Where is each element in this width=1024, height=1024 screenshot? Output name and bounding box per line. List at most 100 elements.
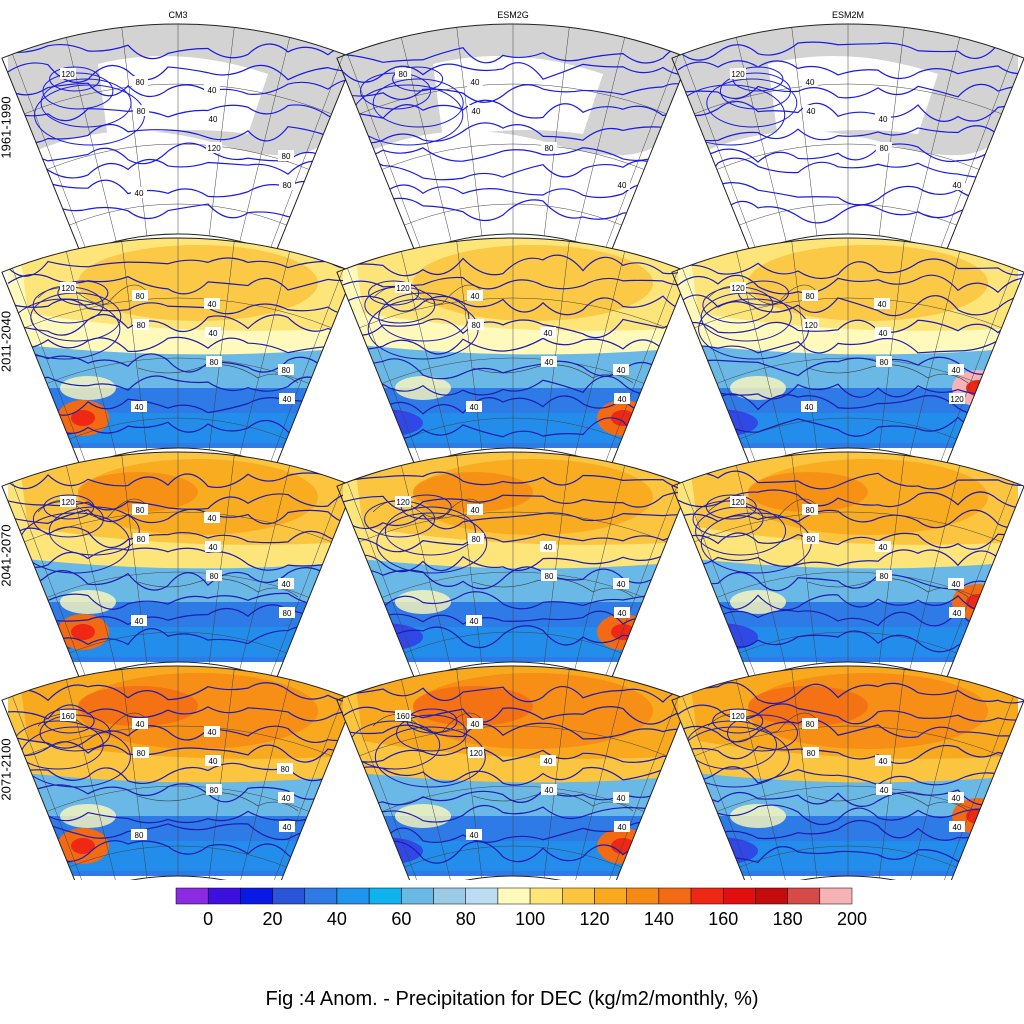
contour-label-text: 40 [471, 506, 480, 515]
graticule-meridian [121, 27, 148, 236]
map-panel-esm2m-1961-1990: 120 40 80 40 40 40 [671, 23, 1024, 254]
colorbar-swatch [336, 887, 370, 905]
graticule-meridian [574, 251, 625, 456]
contour-line [342, 122, 690, 144]
graticule-meridian [239, 37, 290, 242]
contour-label: 120 [60, 68, 76, 79]
contour-label-box [802, 76, 818, 87]
colorbar-swatch [368, 887, 402, 905]
contour-line [7, 336, 355, 354]
contour-line [43, 708, 95, 734]
contour-label-box [468, 533, 484, 544]
contour-label-text: 160 [396, 712, 410, 721]
contour-label-text: 40 [618, 823, 627, 832]
graticule-meridian [878, 241, 905, 450]
contour-label: 40 [279, 821, 295, 832]
contour-label-text: 80 [282, 152, 291, 161]
contour-label-box [803, 105, 819, 116]
contour-label-box [541, 142, 557, 153]
contour-label: 120 [468, 747, 484, 758]
graticule-meridian [208, 241, 235, 450]
contour-label-text: 40 [282, 794, 291, 803]
graticule-meridian [574, 465, 625, 670]
contour-label: 160 [395, 710, 411, 721]
contour-label-text: 40 [209, 543, 218, 552]
map-panel-cm3-2041-2070: 120 80 80 80 80 40 40 40 40 [1, 451, 355, 682]
graticule-meridian [909, 251, 960, 456]
contour-label-box [949, 179, 965, 190]
graticule-meridian [121, 241, 148, 450]
map-panel-cm3-2011-2040: 120 80 80 40 80 40 80 40 40 [1, 237, 355, 468]
colorbar-swatch [658, 887, 692, 905]
contour-label: 40 [874, 298, 890, 309]
graticule-parallel [739, 845, 957, 868]
map-panel-esm2g-2071-2100: 160 120 40 40 40 40 40 40 [336, 665, 690, 880]
contour-line [372, 78, 464, 128]
graticule-meridian [791, 27, 818, 236]
contour-label-text: 40 [544, 757, 553, 766]
contour-label-text: 40 [618, 181, 627, 190]
contour-label: 80 [278, 364, 294, 375]
graticule-meridian [939, 268, 1014, 465]
contour-line [726, 714, 798, 752]
contour-label: 40 [540, 755, 556, 766]
column-title-esm2g: ESM2G [497, 10, 529, 20]
contour-label-box [467, 76, 483, 87]
anomaly-field [60, 804, 116, 828]
contour-label-box [541, 570, 557, 581]
graticule-meridian [791, 241, 818, 450]
graticule-parallel [69, 631, 287, 654]
contour-label: 40 [540, 327, 556, 338]
contour-line [7, 353, 355, 374]
graticule-meridian [543, 241, 570, 450]
contour-line [677, 83, 1024, 100]
contour-label: 40 [801, 401, 817, 412]
contour-line [677, 744, 1024, 764]
graticule-meridian [121, 669, 148, 878]
graticule-meridian [574, 37, 625, 242]
contour-line [392, 66, 444, 92]
contour-label-box [205, 755, 221, 766]
contour-line [342, 685, 690, 703]
graticule-parallel [381, 143, 645, 170]
contour-label-box [131, 829, 147, 840]
contour-label: 40 [278, 792, 294, 803]
contour-label-text: 80 [281, 765, 290, 774]
contour-label-text: 80 [880, 572, 889, 581]
map-frame [671, 237, 1024, 468]
contour-label: 40 [204, 726, 220, 737]
graticule-parallel [46, 571, 310, 598]
contour-label-box [730, 282, 746, 293]
contour-label-text: 40 [879, 543, 888, 552]
contour-label: 40 [466, 401, 482, 412]
contour-line [57, 280, 109, 306]
contour-label: 120 [60, 496, 76, 507]
graticule-parallel [694, 83, 1002, 115]
map-panel-esm2m-2041-2070: 120 80 80 40 80 40 40 [671, 451, 1024, 682]
contour-label-box [614, 607, 630, 618]
contour-label: 120 [395, 496, 411, 507]
contour-label-text: 40 [807, 107, 816, 116]
contour-line [342, 533, 690, 553]
contour-label-text: 80 [136, 506, 145, 515]
contour-label-box [279, 179, 295, 190]
colorbar-tick-label: 60 [391, 909, 411, 929]
contour-label-box [467, 290, 483, 301]
contour-label: 80 [132, 76, 148, 87]
contour-line [677, 766, 1024, 786]
graticule-meridian [682, 54, 757, 251]
contour-label-box [132, 504, 148, 515]
contour-label-box [395, 68, 411, 79]
contour-label: 80 [279, 179, 295, 190]
contour-label-box [948, 364, 964, 375]
graticule-parallel [46, 143, 310, 170]
colorbar-tick-label: 0 [203, 909, 213, 929]
colorbar-tick-label: 200 [837, 909, 867, 929]
graticule-parallel [359, 297, 667, 329]
contour-label-box [60, 68, 76, 79]
contour-label-box [613, 578, 629, 589]
graticule-meridian [347, 696, 422, 880]
contour-line [7, 547, 355, 571]
contour-label: 40 [875, 541, 891, 552]
contour-label-text: 120 [396, 498, 410, 507]
